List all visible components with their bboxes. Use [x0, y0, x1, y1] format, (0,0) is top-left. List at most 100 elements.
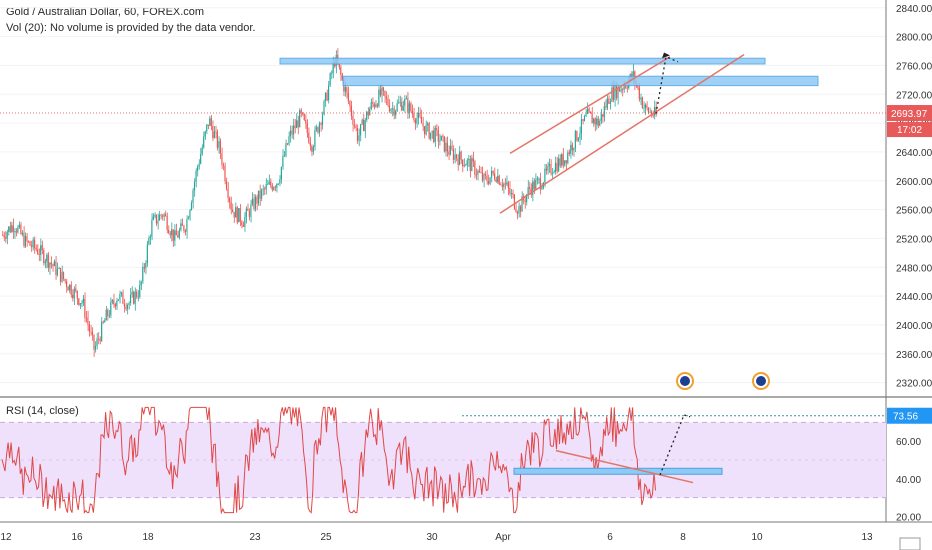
candle-body — [550, 163, 552, 174]
rsi-title: RSI (14, close) — [6, 405, 79, 417]
candle-body — [481, 172, 483, 181]
candle-body — [413, 113, 415, 120]
candle-body — [44, 261, 46, 264]
candle-body — [241, 221, 243, 225]
candle-body — [157, 220, 159, 224]
settings-icon — [899, 537, 921, 550]
candle-body — [451, 145, 453, 150]
candle-body — [134, 291, 136, 304]
candle-body — [91, 331, 93, 335]
candle-body — [3, 234, 5, 238]
candle-body — [617, 86, 619, 99]
candle-body — [411, 110, 413, 114]
candle-body — [331, 73, 333, 75]
candle-body — [559, 158, 561, 166]
price-tick-label: 2640.00 — [896, 148, 932, 159]
candle-body — [545, 168, 547, 171]
candle-body — [376, 104, 378, 107]
candle-body — [554, 162, 557, 172]
candle-body — [230, 201, 232, 210]
candles-group — [2, 48, 657, 357]
candle-body — [501, 184, 503, 187]
candle-body — [649, 111, 651, 113]
candle-body — [326, 92, 328, 101]
projection-arrowhead — [662, 52, 670, 59]
candle-body — [174, 230, 176, 241]
candle-body — [570, 144, 572, 154]
candle-body — [372, 102, 374, 104]
candle-body — [500, 184, 502, 186]
candle-body — [299, 110, 301, 128]
candle-body — [81, 302, 83, 304]
candle-body — [41, 245, 43, 251]
countdown-text: 17:02 — [897, 125, 922, 136]
candle-body — [439, 140, 441, 142]
candle-body — [375, 104, 377, 107]
price-tick-label: 2480.00 — [896, 263, 932, 274]
candle-body — [283, 155, 285, 157]
rsi-tick-label: 20.00 — [896, 512, 921, 523]
candle-body — [221, 153, 223, 165]
candle-body — [271, 185, 273, 190]
candle-body — [477, 170, 479, 175]
candle-body — [215, 131, 217, 133]
candle-body — [177, 235, 179, 238]
candle-body — [268, 181, 270, 185]
candle-body — [151, 219, 153, 237]
candle-body — [79, 303, 81, 305]
candle-body — [9, 226, 11, 232]
candle-body — [516, 211, 518, 214]
candle-body — [388, 105, 391, 112]
candle-body — [603, 106, 605, 117]
candle-body — [379, 89, 381, 96]
candle-body — [431, 130, 433, 133]
candle-body — [605, 106, 607, 108]
candle-body — [384, 90, 386, 97]
candle-body — [8, 226, 10, 232]
candle-body — [102, 321, 104, 323]
candle-body — [526, 194, 528, 203]
candle-body — [580, 119, 582, 134]
last-price-tag — [887, 105, 932, 122]
candle-body — [358, 135, 360, 141]
candle-body — [56, 268, 58, 275]
candle-body — [579, 133, 581, 139]
candle-body — [513, 194, 515, 209]
candle-body — [175, 230, 177, 236]
candle-body — [599, 120, 601, 126]
candle-body — [256, 196, 258, 204]
candle-body — [314, 129, 316, 147]
rsi-line — [1, 406, 656, 515]
candle-body — [370, 102, 372, 109]
candle-body — [577, 138, 579, 141]
candle-body — [591, 113, 593, 124]
candle-body — [332, 62, 334, 74]
candle-body — [561, 154, 563, 166]
candle-body — [589, 111, 592, 114]
candle-body — [96, 338, 98, 346]
date-tick-label: 16 — [71, 532, 83, 543]
candle-body — [504, 183, 506, 185]
candle-body — [64, 279, 66, 282]
candle-body — [11, 225, 13, 232]
candle-body — [164, 214, 167, 217]
candle-body — [653, 107, 656, 116]
candle-body — [363, 119, 365, 132]
price-tick-label: 2760.00 — [896, 61, 932, 72]
candle-body — [515, 208, 517, 212]
date-tick-label: 23 — [249, 532, 261, 543]
price-tick-label: 2800.00 — [896, 33, 932, 44]
price-tick-label: 2440.00 — [896, 292, 932, 303]
candle-body — [107, 309, 109, 316]
candle-body — [385, 96, 387, 99]
candle-body — [472, 158, 474, 162]
price-tick-label: 2600.00 — [896, 177, 932, 188]
candle-body — [509, 188, 511, 194]
rsi-value-text: 73.56 — [893, 412, 918, 423]
candle-body — [359, 124, 362, 136]
candle-body — [547, 165, 549, 171]
candle-body — [119, 293, 121, 300]
candle-body — [643, 107, 645, 109]
candle-body — [585, 114, 587, 117]
